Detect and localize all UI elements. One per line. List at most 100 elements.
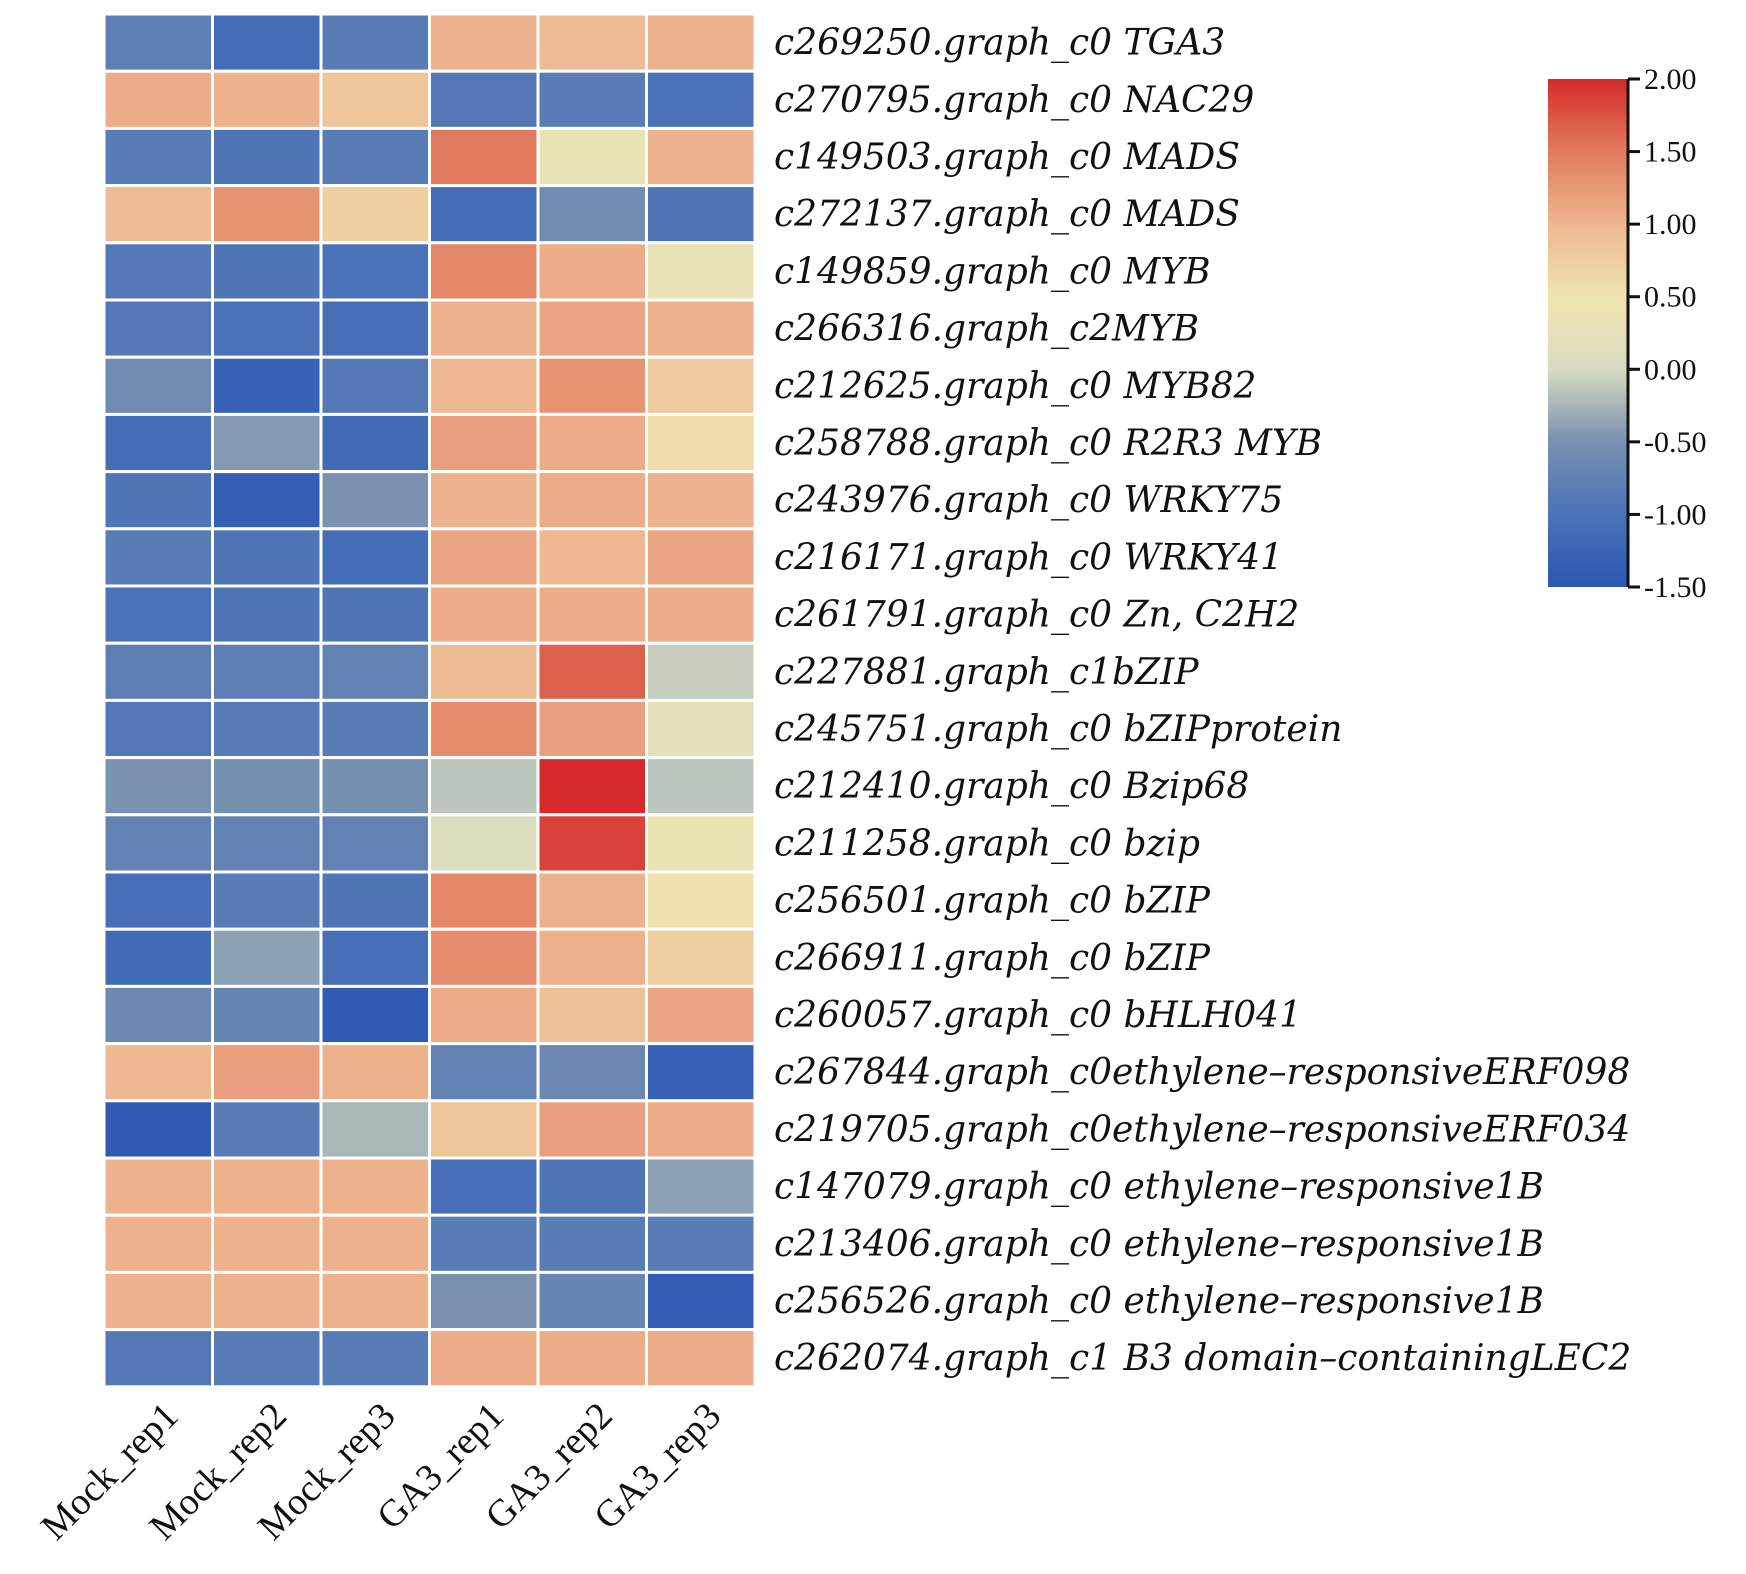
- heatmap-cell: [319, 1099, 431, 1160]
- heatmap-cell: [428, 756, 540, 817]
- heatmap-cell: [102, 355, 214, 416]
- heatmap-cell: [319, 927, 431, 988]
- colorbar-tick-label: 1.00: [1644, 208, 1697, 241]
- heatmap-cell: [428, 355, 540, 416]
- heatmap-cell: [102, 126, 214, 188]
- heatmap-cell: [102, 698, 214, 760]
- heatmap-cell: [319, 1042, 431, 1103]
- heatmap-cell: [102, 412, 214, 474]
- heatmap-cell: [645, 126, 757, 188]
- heatmap-cell: [211, 12, 323, 73]
- heatmap-cell: [319, 470, 431, 531]
- heatmap-cell: [536, 355, 648, 416]
- heatmap-cell: [645, 12, 757, 73]
- heatmap-cell: [536, 12, 648, 73]
- heatmap-cell: [645, 298, 757, 359]
- heatmap-cell: [428, 298, 540, 359]
- heatmap-cell: [211, 412, 323, 474]
- heatmap-cell: [645, 870, 757, 931]
- heatmap-cell: [645, 470, 757, 531]
- colorbar-tick-label: -0.50: [1644, 426, 1707, 459]
- row-label: c219705.graph_c0ethylene–responsiveERF03…: [774, 1109, 1630, 1150]
- row-label: c256526.graph_c0 ethylene–responsive1B: [774, 1281, 1544, 1322]
- heatmap-cell: [428, 984, 540, 1046]
- heatmap-cell: [102, 641, 214, 702]
- heatmap-cell: [645, 1099, 757, 1160]
- heatmap-cell: [211, 1213, 323, 1274]
- heatmap-cell: [319, 698, 431, 760]
- colorbar-tick-label: 0.00: [1644, 353, 1697, 386]
- heatmap-cell: [102, 1099, 214, 1160]
- heatmap-cell: [536, 927, 648, 988]
- heatmap-cell: [211, 1328, 323, 1389]
- heatmap-cells: [102, 12, 757, 1389]
- heatmap-cell: [102, 870, 214, 931]
- heatmap-cell: [428, 1042, 540, 1103]
- heatmap-cell: [102, 527, 214, 588]
- heatmap-cell: [645, 984, 757, 1046]
- heatmap-cell: [319, 984, 431, 1046]
- heatmap-cell: [211, 298, 323, 359]
- heatmap-cell: [536, 984, 648, 1046]
- heatmap-cell: [536, 298, 648, 359]
- heatmap-cell: [319, 355, 431, 416]
- row-label: c211258.graph_c0 bzip: [774, 823, 1200, 864]
- heatmap-cell: [211, 813, 323, 874]
- heatmap-cell: [319, 756, 431, 817]
- heatmap-cell: [536, 241, 648, 302]
- row-label: c260057.graph_c0 bHLH041: [774, 995, 1302, 1036]
- row-label: c216171.graph_c0 WRKY41: [774, 537, 1283, 578]
- heatmap-cell: [645, 813, 757, 874]
- heatmap-cell: [211, 470, 323, 531]
- heatmap-cell: [319, 126, 431, 188]
- row-label: c212410.graph_c0 Bzip68: [774, 766, 1249, 807]
- heatmap-cell: [428, 470, 540, 531]
- heatmap-cell: [319, 1328, 431, 1389]
- heatmap-cell: [102, 1156, 214, 1217]
- row-label: c149859.graph_c0 MYB: [774, 251, 1211, 292]
- heatmap-cell: [428, 641, 540, 702]
- heatmap-cell: [645, 1156, 757, 1217]
- heatmap-cell: [211, 584, 323, 645]
- heatmap-cell: [211, 355, 323, 416]
- heatmap-cell: [428, 126, 540, 188]
- row-label: c256501.graph_c0 bZIP: [774, 881, 1211, 922]
- heatmap-cell: [536, 1270, 648, 1332]
- heatmap-cell: [102, 813, 214, 874]
- heatmap-cell: [645, 927, 757, 988]
- row-label: c269250.graph_c0 TGA3: [774, 23, 1225, 64]
- heatmap-cell: [536, 756, 648, 817]
- heatmap-cell: [211, 1156, 323, 1217]
- heatmap-cell: [428, 12, 540, 73]
- heatmap-cell: [645, 241, 757, 302]
- heatmap-cell: [319, 1213, 431, 1274]
- heatmap-cell: [102, 927, 214, 988]
- heatmap-cell: [102, 756, 214, 817]
- row-label: c272137.graph_c0 MADS: [774, 194, 1240, 235]
- heatmap-cell: [645, 1328, 757, 1389]
- heatmap-cell: [211, 698, 323, 760]
- heatmap-cell: [211, 641, 323, 702]
- column-labels: Mock_rep1Mock_rep2Mock_rep3GA3_rep1GA3_r…: [33, 1395, 729, 1549]
- row-labels: c269250.graph_c0 TGA3 c270795.graph_c0 NA…: [774, 23, 1631, 1380]
- heatmap-cell: [645, 355, 757, 416]
- heatmap-cell: [536, 641, 648, 702]
- heatmap-cell: [428, 870, 540, 931]
- heatmap-cell: [428, 1328, 540, 1389]
- heatmap-cell: [536, 870, 648, 931]
- heatmap-cell: [211, 984, 323, 1046]
- heatmap-cell: [102, 12, 214, 73]
- heatmap-cell: [536, 1156, 648, 1217]
- heatmap-cell: [319, 412, 431, 474]
- heatmap-cell: [645, 584, 757, 645]
- row-label: c212625.graph_c0 MYB82: [774, 366, 1256, 407]
- row-label: c213406.graph_c0 ethylene–responsive1B: [774, 1224, 1544, 1265]
- heatmap-cell: [428, 527, 540, 588]
- heatmap-cell: [319, 870, 431, 931]
- heatmap-cell: [319, 813, 431, 874]
- heatmap-cell: [536, 69, 648, 130]
- row-label: c147079.graph_c0 ethylene–responsive1B: [774, 1167, 1544, 1208]
- heatmap-cell: [428, 1099, 540, 1160]
- heatmap-cell: [102, 584, 214, 645]
